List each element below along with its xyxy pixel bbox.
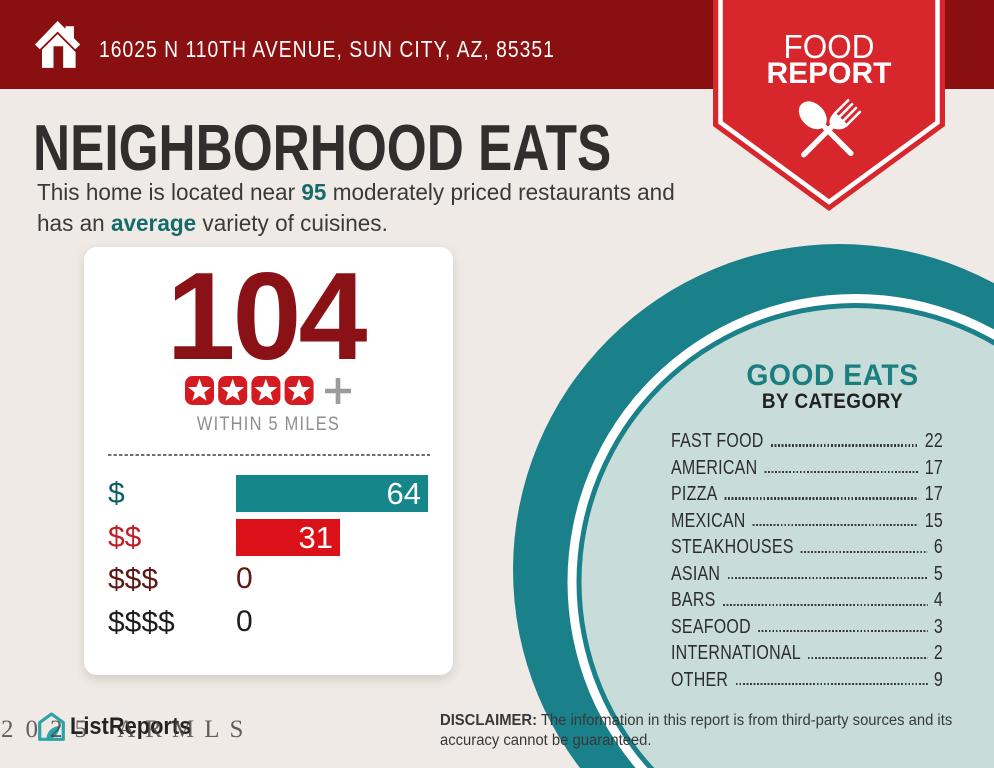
svg-text:FOOD: FOOD [784, 28, 875, 65]
svg-text:REPORT: REPORT [767, 57, 892, 90]
